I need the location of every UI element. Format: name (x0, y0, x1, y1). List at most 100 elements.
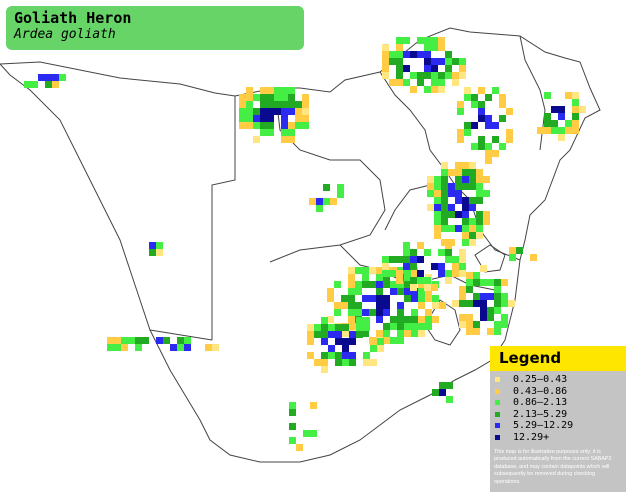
occurrence-cell (383, 302, 390, 309)
occurrence-cell (246, 122, 253, 129)
occurrence-cell (462, 204, 469, 211)
occurrence-cell (281, 129, 288, 136)
occurrence-cell (476, 232, 483, 239)
occurrence-cell (310, 430, 317, 437)
occurrence-cell (452, 270, 459, 277)
occurrence-cell (509, 254, 516, 261)
occurrence-cell (492, 136, 499, 143)
occurrence-cell (267, 129, 274, 136)
occurrence-cell (441, 239, 448, 246)
occurrence-cell (362, 309, 369, 316)
legend-swatch (495, 423, 500, 429)
occurrence-cell (335, 338, 342, 345)
occurrence-cell (459, 249, 466, 256)
occurrence-cell (267, 94, 274, 101)
occurrence-cell (445, 65, 452, 72)
occurrence-cell (487, 293, 494, 300)
occurrence-cell (107, 344, 114, 351)
occurrence-cell (362, 274, 369, 281)
occurrence-cell (321, 366, 328, 373)
occurrence-cell (432, 295, 439, 302)
occurrence-cell (506, 108, 513, 115)
occurrence-cell (403, 79, 410, 86)
occurrence-cell (439, 389, 446, 396)
occurrence-cell (455, 197, 462, 204)
occurrence-cell (425, 295, 432, 302)
occurrence-cell (59, 74, 66, 81)
occurrence-cell (260, 122, 267, 129)
occurrence-cell (494, 286, 501, 293)
occurrence-cell (446, 396, 453, 403)
occurrence-cell (424, 86, 431, 93)
occurrence-cell (478, 136, 485, 143)
occurrence-cell (321, 331, 328, 338)
occurrence-cell (417, 37, 424, 44)
occurrence-cell (156, 242, 163, 249)
occurrence-cell (334, 302, 341, 309)
occurrence-cell (390, 316, 397, 323)
occurrence-cell (274, 101, 281, 108)
occurrence-cell (565, 127, 572, 134)
occurrence-cell (459, 314, 466, 321)
legend-item: 2.13–5.29 (495, 409, 573, 421)
occurrence-cell (483, 218, 490, 225)
occurrence-cell (390, 281, 397, 288)
occurrence-cell (45, 81, 52, 88)
occurrence-cell (572, 113, 579, 120)
occurrence-cell (462, 232, 469, 239)
occurrence-cell (466, 314, 473, 321)
occurrence-cell (425, 316, 432, 323)
occurrence-cell (485, 122, 492, 129)
occurrence-cell (335, 352, 342, 359)
occurrence-cell (321, 359, 328, 366)
occurrence-cell (459, 286, 466, 293)
occurrence-cell (446, 382, 453, 389)
occurrence-cell (506, 136, 513, 143)
occurrence-cell (411, 267, 418, 274)
occurrence-cell (38, 74, 45, 81)
occurrence-cell (289, 402, 296, 409)
occurrence-cell (396, 51, 403, 58)
occurrence-cell (485, 150, 492, 157)
occurrence-cell (432, 302, 439, 309)
occurrence-cell (431, 79, 438, 86)
occurrence-cell (382, 72, 389, 79)
occurrence-cell (363, 352, 370, 359)
occurrence-cell (397, 323, 404, 330)
occurrence-cell (396, 72, 403, 79)
occurrence-cell (396, 37, 403, 44)
occurrence-cell (501, 279, 508, 286)
occurrence-cell (466, 328, 473, 335)
occurrence-cell (404, 330, 411, 337)
occurrence-cell (239, 115, 246, 122)
occurrence-cell (404, 323, 411, 330)
occurrence-cell (462, 218, 469, 225)
occurrence-cell (267, 122, 274, 129)
occurrence-cell (281, 115, 288, 122)
occurrence-cell (469, 204, 476, 211)
occurrence-cell (288, 87, 295, 94)
occurrence-cell (348, 323, 355, 330)
occurrence-cell (404, 281, 411, 288)
occurrence-cell (424, 58, 431, 65)
occurrence-cell (382, 51, 389, 58)
occurrence-cell (177, 344, 184, 351)
occurrence-cell (438, 86, 445, 93)
occurrence-cell (377, 338, 384, 345)
occurrence-cell (501, 314, 508, 321)
occurrence-cell (410, 284, 417, 291)
occurrence-cell (469, 218, 476, 225)
occurrence-cell (369, 295, 376, 302)
occurrence-cell (397, 302, 404, 309)
occurrence-cell (376, 288, 383, 295)
occurrence-cell (469, 176, 476, 183)
legend-header: Legend (490, 346, 626, 371)
occurrence-cell (459, 270, 466, 277)
occurrence-cell (356, 324, 363, 331)
occurrence-cell (441, 162, 448, 169)
occurrence-cell (494, 279, 501, 286)
occurrence-cell (448, 211, 455, 218)
occurrence-cell (288, 101, 295, 108)
occurrence-cell (363, 359, 370, 366)
occurrence-cell (52, 81, 59, 88)
